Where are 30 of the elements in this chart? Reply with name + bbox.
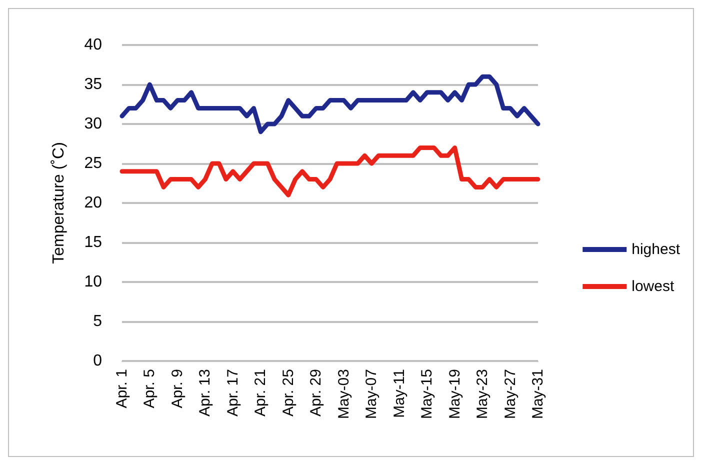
line-series <box>120 145 540 198</box>
y-tick-label: 25 <box>84 155 102 172</box>
x-tick-label: May-07 <box>363 369 380 420</box>
y-tick-label: 35 <box>84 76 102 93</box>
x-tick-label: May-19 <box>446 369 464 420</box>
x-tick-label: Apr. 25 <box>280 369 297 417</box>
y-tick-label: 0 <box>93 352 102 370</box>
y-tick-label: 40 <box>84 36 102 54</box>
x-tick-label: May-23 <box>474 369 492 420</box>
x-tick-label: May-03 <box>335 369 352 420</box>
line-series <box>120 74 540 134</box>
x-tick-label: Apr. 5 <box>141 369 158 408</box>
legend-label: highest <box>632 241 681 258</box>
legend-label: lowest <box>632 278 675 295</box>
y-axis-title: Temperature (˚C) <box>50 142 68 264</box>
x-tick-label: May-11 <box>390 369 408 418</box>
x-tick-label: Apr. 1 <box>114 369 130 408</box>
x-tick-label: May-15 <box>418 369 436 420</box>
y-tick-label: 30 <box>84 116 102 132</box>
y-tick-label: 5 <box>93 313 102 330</box>
y-tick-label: 15 <box>84 234 102 251</box>
x-tick-label: Apr. 9 <box>168 369 186 408</box>
x-tick-label: Apr. 17 <box>224 369 242 417</box>
y-tick-label: 20 <box>84 194 102 212</box>
x-tick-label: Apr. 21 <box>252 369 270 417</box>
x-tick-label: Apr. 13 <box>196 369 214 417</box>
x-tick-label: Apr. 29 <box>308 369 325 417</box>
x-tick-label: May-31 <box>530 369 546 420</box>
x-tick-label: May-27 <box>502 369 519 420</box>
y-tick-label: 10 <box>84 274 102 290</box>
